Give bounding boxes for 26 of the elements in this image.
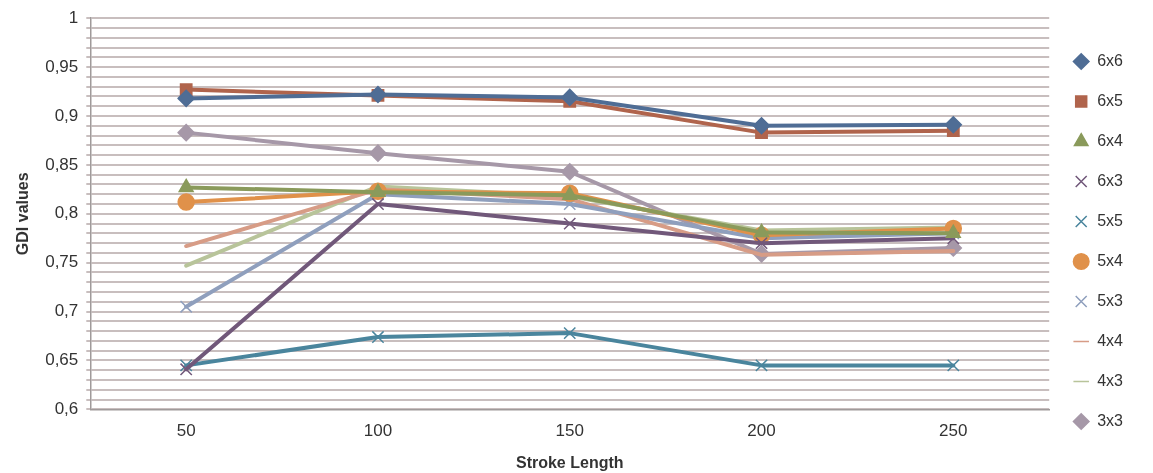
- legend-label: 5x3: [1097, 291, 1124, 309]
- y-tick-label: 0,85: [45, 154, 79, 174]
- legend-label: 6x5: [1097, 91, 1124, 109]
- legend-label: 6x3: [1097, 171, 1124, 189]
- legend-label: 4x4: [1097, 331, 1124, 349]
- x-tick-label: 50: [176, 421, 196, 441]
- y-tick-label: 0,8: [54, 203, 79, 223]
- x-tick-label: 100: [363, 421, 393, 441]
- x-tick-label: 150: [555, 421, 584, 441]
- x-tick-label: 200: [747, 421, 776, 441]
- x-axis-title: Stroke Length: [515, 453, 624, 471]
- y-tick-label: 0,75: [45, 252, 79, 272]
- x-tick-label: 250: [939, 421, 968, 441]
- legend-label: 6x4: [1097, 131, 1124, 149]
- y-tick-label: 0,9: [54, 105, 79, 125]
- legend-label: 3x3: [1097, 411, 1124, 429]
- y-tick-label: 0,7: [54, 301, 79, 321]
- legend-label: 5x4: [1097, 251, 1124, 269]
- y-tick-label: 1: [68, 7, 79, 27]
- y-axis-title: GDI values: [14, 172, 32, 256]
- y-tick-label: 0,95: [45, 56, 79, 76]
- legend-label: 4x3: [1097, 371, 1124, 389]
- y-tick-label: 0,65: [45, 350, 79, 370]
- y-tick-label: 0,6: [54, 399, 79, 419]
- legend-label: 6x6: [1097, 51, 1124, 69]
- legend-label: 5x5: [1097, 211, 1124, 229]
